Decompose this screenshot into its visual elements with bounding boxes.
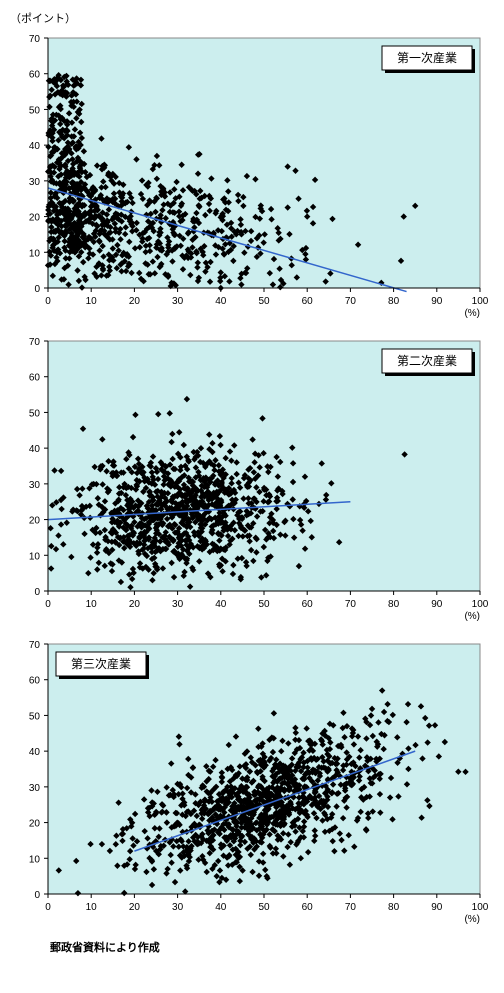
svg-text:70: 70 <box>29 34 41 45</box>
svg-text:0: 0 <box>45 296 51 307</box>
svg-text:0: 0 <box>34 890 40 901</box>
svg-text:50: 50 <box>29 711 41 722</box>
chart-wrapper-0: 0 10 20 30 40 50 60 70 80 90 100 0 10 20 30 40 50 60 70 (%… <box>10 28 494 323</box>
svg-text:30: 30 <box>172 296 184 307</box>
svg-text:(%): (%) <box>464 308 480 318</box>
svg-text:10: 10 <box>29 854 41 865</box>
svg-text:(%): (%) <box>464 611 480 621</box>
svg-text:50: 50 <box>258 599 270 610</box>
svg-text:70: 70 <box>29 640 41 651</box>
chart-wrapper-1: 0 10 20 30 40 50 60 70 80 90 100 0 10 20 30 40 50 60 70 (%… <box>10 331 494 626</box>
svg-text:100: 100 <box>472 599 489 610</box>
svg-text:100: 100 <box>472 902 489 913</box>
svg-text:60: 60 <box>302 296 314 307</box>
svg-text:第三次産業: 第三次産業 <box>71 656 131 671</box>
svg-text:20: 20 <box>129 599 141 610</box>
svg-text:60: 60 <box>302 902 314 913</box>
charts-container: 0102030405060708090100010203040506070 (%… <box>10 28 494 929</box>
svg-text:40: 40 <box>215 599 227 610</box>
svg-text:0: 0 <box>45 599 51 610</box>
svg-text:0: 0 <box>45 902 51 913</box>
svg-text:0: 0 <box>34 587 40 598</box>
svg-text:80: 80 <box>388 902 400 913</box>
svg-text:40: 40 <box>29 444 41 455</box>
svg-text:20: 20 <box>129 902 141 913</box>
svg-text:50: 50 <box>258 296 270 307</box>
svg-text:第二次産業: 第二次産業 <box>397 353 457 368</box>
svg-text:70: 70 <box>345 902 357 913</box>
svg-text:10: 10 <box>29 551 41 562</box>
svg-text:90: 90 <box>431 599 443 610</box>
scatter-chart-2: 0 10 20 30 40 50 60 70 80 90 100 0 10 20 30 40 50 60 70 (%… <box>10 634 490 924</box>
svg-text:100: 100 <box>472 296 489 307</box>
svg-text:50: 50 <box>29 105 41 116</box>
svg-text:(%): (%) <box>464 914 480 924</box>
svg-text:60: 60 <box>302 599 314 610</box>
svg-text:60: 60 <box>29 373 41 384</box>
scatter-chart-1: 0 10 20 30 40 50 60 70 80 90 100 0 10 20 30 40 50 60 70 (%… <box>10 331 490 621</box>
svg-text:70: 70 <box>345 296 357 307</box>
svg-text:90: 90 <box>431 296 443 307</box>
svg-text:20: 20 <box>129 296 141 307</box>
svg-text:20: 20 <box>29 516 41 527</box>
scatter-chart-0: 0 10 20 30 40 50 60 70 80 90 100 0 10 20 30 40 50 60 70 (%… <box>10 28 490 318</box>
svg-text:60: 60 <box>29 676 41 687</box>
svg-text:30: 30 <box>172 902 184 913</box>
svg-text:10: 10 <box>29 248 41 259</box>
svg-text:40: 40 <box>215 902 227 913</box>
svg-text:50: 50 <box>29 408 41 419</box>
svg-text:10: 10 <box>86 296 98 307</box>
svg-text:50: 50 <box>258 902 270 913</box>
svg-text:80: 80 <box>388 599 400 610</box>
svg-text:30: 30 <box>29 783 41 794</box>
chart-wrapper-2: 0 10 20 30 40 50 60 70 80 90 100 0 10 20 30 40 50 60 70 (%… <box>10 634 494 929</box>
svg-text:第一次産業: 第一次産業 <box>397 50 457 65</box>
svg-text:0: 0 <box>34 284 40 295</box>
svg-text:20: 20 <box>29 213 41 224</box>
svg-text:10: 10 <box>86 599 98 610</box>
svg-text:60: 60 <box>29 70 41 81</box>
svg-text:80: 80 <box>388 296 400 307</box>
svg-text:30: 30 <box>172 599 184 610</box>
svg-text:40: 40 <box>29 141 41 152</box>
svg-text:70: 70 <box>29 337 41 348</box>
svg-text:90: 90 <box>431 902 443 913</box>
svg-text:30: 30 <box>29 177 41 188</box>
svg-text:20: 20 <box>29 819 41 830</box>
y-axis-unit: （ポイント） <box>10 10 494 26</box>
source-text: 郵政省資料により作成 <box>50 939 494 955</box>
svg-text:40: 40 <box>215 296 227 307</box>
svg-text:10: 10 <box>86 902 98 913</box>
svg-text:40: 40 <box>29 747 41 758</box>
svg-text:30: 30 <box>29 480 41 491</box>
svg-text:70: 70 <box>345 599 357 610</box>
